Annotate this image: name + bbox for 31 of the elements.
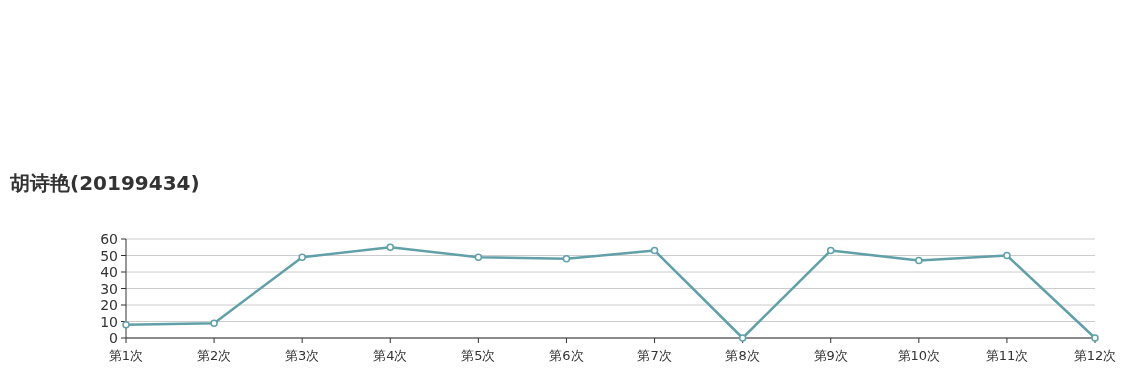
x-tick-label: 第9次 [813, 348, 848, 363]
chart-title: 胡诗艳(20199434) [9, 171, 200, 195]
point [826, 246, 835, 255]
x-tick-label: 第4次 [373, 348, 408, 363]
y-tick-label: 30 [100, 280, 118, 297]
point [386, 243, 395, 251]
x-tick-label: 第3次 [285, 348, 320, 363]
x-tick-label: 第1次 [108, 348, 144, 363]
y-tick-label: 10 [100, 313, 118, 330]
x-tick-label: 第2次 [196, 348, 232, 363]
x-tick-label: 第11次 [985, 348, 1029, 363]
y-tick-label: 40 [100, 264, 118, 280]
y-tick-label: 0 [109, 330, 118, 346]
point [210, 319, 218, 327]
x-tick-label: 第7次 [637, 348, 672, 363]
x-tick-label: 第8次 [725, 348, 760, 363]
point [474, 253, 483, 261]
x-tick-label: 第12次 [1073, 348, 1117, 363]
y-tick-label: 60 [100, 231, 118, 247]
point [738, 334, 747, 342]
point [915, 256, 923, 265]
x-tick-label: 第6次 [549, 348, 584, 363]
x-tick-label: 第10次 [897, 348, 941, 363]
y-tick-label: 50 [100, 247, 118, 264]
point [1003, 251, 1011, 260]
y-tick-label: 20 [100, 297, 118, 313]
x-tick-label: 第5次 [461, 348, 496, 363]
point [298, 253, 306, 261]
point [122, 321, 130, 329]
point [562, 255, 571, 263]
point [650, 246, 659, 255]
